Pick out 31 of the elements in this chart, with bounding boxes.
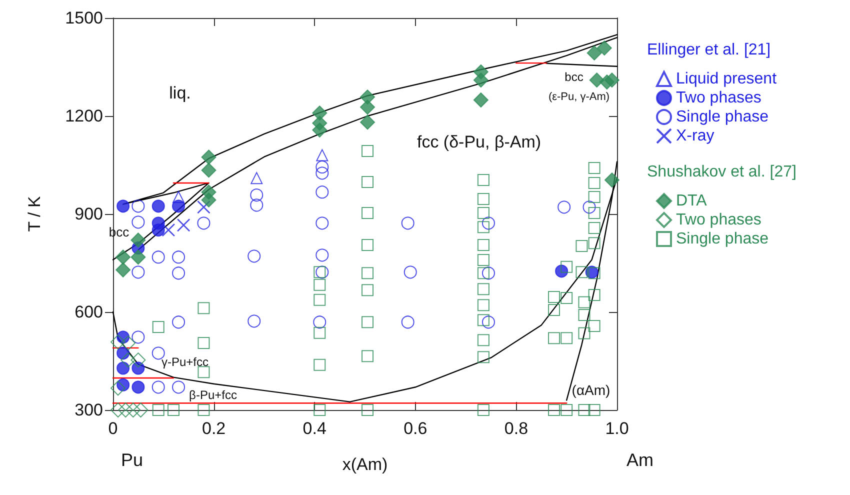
legend-label: Single phase [676,230,769,248]
annotation: (αAm) [572,382,610,398]
y-tick-label: 300 [74,400,103,420]
legend-label: Liquid present [676,70,778,88]
x-tick-label: 0.6 [404,419,428,438]
x-tick-label: 1.0 [605,419,629,438]
annotation: bcc [564,70,584,84]
x-tick-label: 0 [108,419,118,438]
annotation: γ-Pu+fcc [161,355,209,369]
annotation: (ε-Pu, γ-Am) [548,91,610,103]
annotation: β-Pu+fcc [189,388,237,402]
y-tick-label: 900 [74,204,103,224]
text: Shushakov et al. [27] [647,164,796,180]
text: Pu [120,450,144,470]
y-tick-label: 1500 [65,8,103,28]
x-tick-label: 0.4 [302,419,326,438]
legend-label: Two phases [676,90,762,106]
y-tick-label: 600 [74,302,103,322]
annotation: fcc (δ-Pu, β-Am) [416,132,542,152]
text: Ellinger et al. [21] [647,42,771,58]
legend-label: Two phases [676,212,762,228]
text: Am [626,450,654,470]
x-axis-title: x(Am) [342,455,388,474]
legend-label: DTA [676,192,708,210]
annotation: liq. [169,84,191,102]
legend-label: X-ray [676,128,714,144]
y-tick-label: 1200 [65,106,103,126]
x-tick-label: 0.2 [202,419,226,438]
legend-label: Single phase [676,108,769,126]
y-axis-title: T / K [25,196,44,232]
x-tick-label: 0.8 [504,419,528,438]
